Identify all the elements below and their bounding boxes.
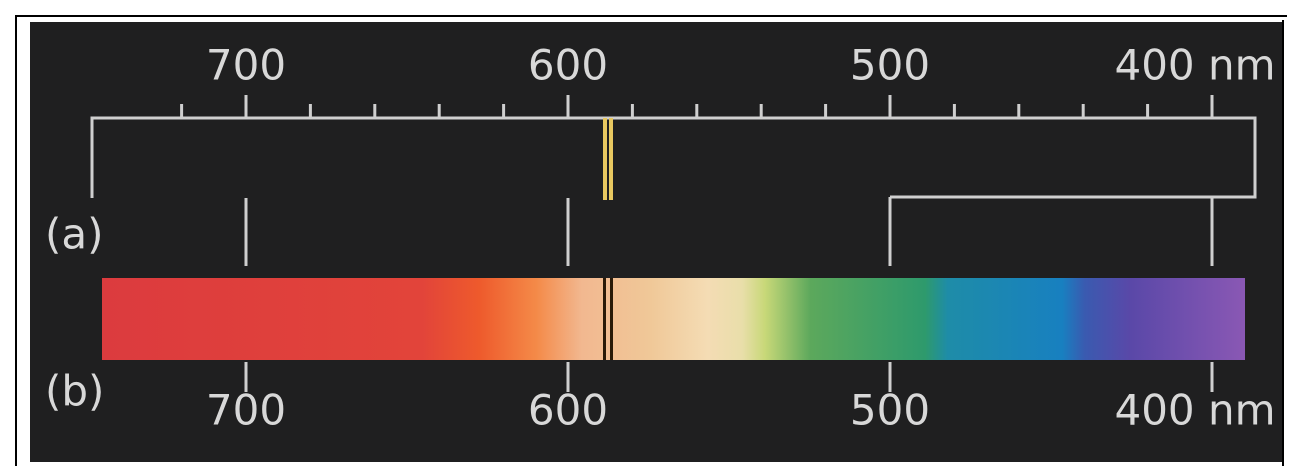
emission-line	[609, 118, 613, 200]
panel-label: (a)	[45, 210, 104, 259]
scale-label: 600	[528, 41, 608, 90]
scale-label: 400 nm	[1114, 386, 1275, 435]
scale-label: 600	[528, 386, 608, 435]
emission-line	[603, 118, 607, 200]
scale-label: 500	[850, 386, 930, 435]
spectrum-bar	[102, 278, 1245, 360]
scale-label: 400 nm	[1114, 41, 1275, 90]
scale-label: 700	[206, 41, 286, 90]
absorption-line	[603, 278, 606, 360]
scale-label: 700	[206, 386, 286, 435]
panel-label: (b)	[45, 367, 104, 416]
scale-label: 500	[850, 41, 930, 90]
absorption-line	[610, 278, 613, 360]
spectrum-figure: (a) (b) 700 600 500 400 nm 700 600 500 400 nm	[0, 0, 1291, 466]
